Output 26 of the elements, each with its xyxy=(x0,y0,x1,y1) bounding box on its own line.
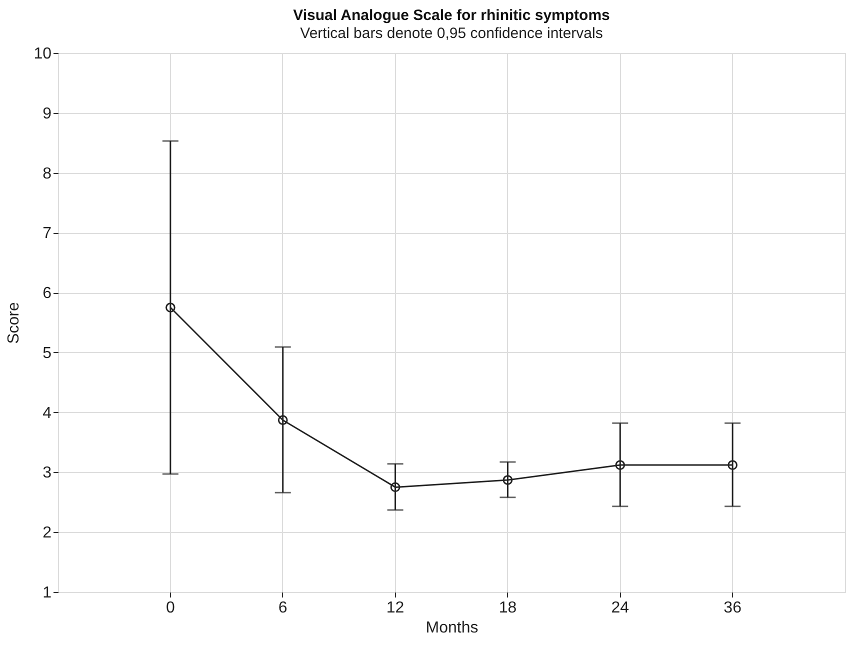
point xyxy=(502,475,513,485)
y-tick-label: 7 xyxy=(42,225,52,242)
y-tick-label: 10 xyxy=(34,46,52,62)
x-tick-label: 24 xyxy=(611,600,630,616)
x-tick-label: 36 xyxy=(724,600,742,616)
y-tick-label: 4 xyxy=(42,404,52,422)
x-tick-label: 18 xyxy=(498,600,517,616)
y-tick-label: 9 xyxy=(42,105,52,122)
point xyxy=(615,460,626,470)
x-tick-label: 6 xyxy=(278,600,288,616)
y-tick-label: 1 xyxy=(42,584,52,602)
x-axis-title: Months xyxy=(426,620,478,636)
chart-title: Visual Analogue Scale for rhinitic symptoms xyxy=(293,7,610,24)
y-tick-label: 8 xyxy=(42,165,52,182)
point xyxy=(390,482,400,492)
y-tick-label: 5 xyxy=(42,344,52,362)
y-tick-label: 2 xyxy=(42,524,52,542)
point xyxy=(728,460,738,470)
x-tick-label: 0 xyxy=(166,600,175,616)
y-tick-label: 3 xyxy=(42,464,52,482)
point xyxy=(278,415,288,426)
y-tick-label: 6 xyxy=(42,285,52,302)
y-axis-title: Score xyxy=(6,302,23,344)
chart-subtitle: Vertical bars denote 0,95 confidence intervals xyxy=(300,25,603,42)
point xyxy=(165,302,176,312)
x-tick-label: 12 xyxy=(386,600,404,616)
